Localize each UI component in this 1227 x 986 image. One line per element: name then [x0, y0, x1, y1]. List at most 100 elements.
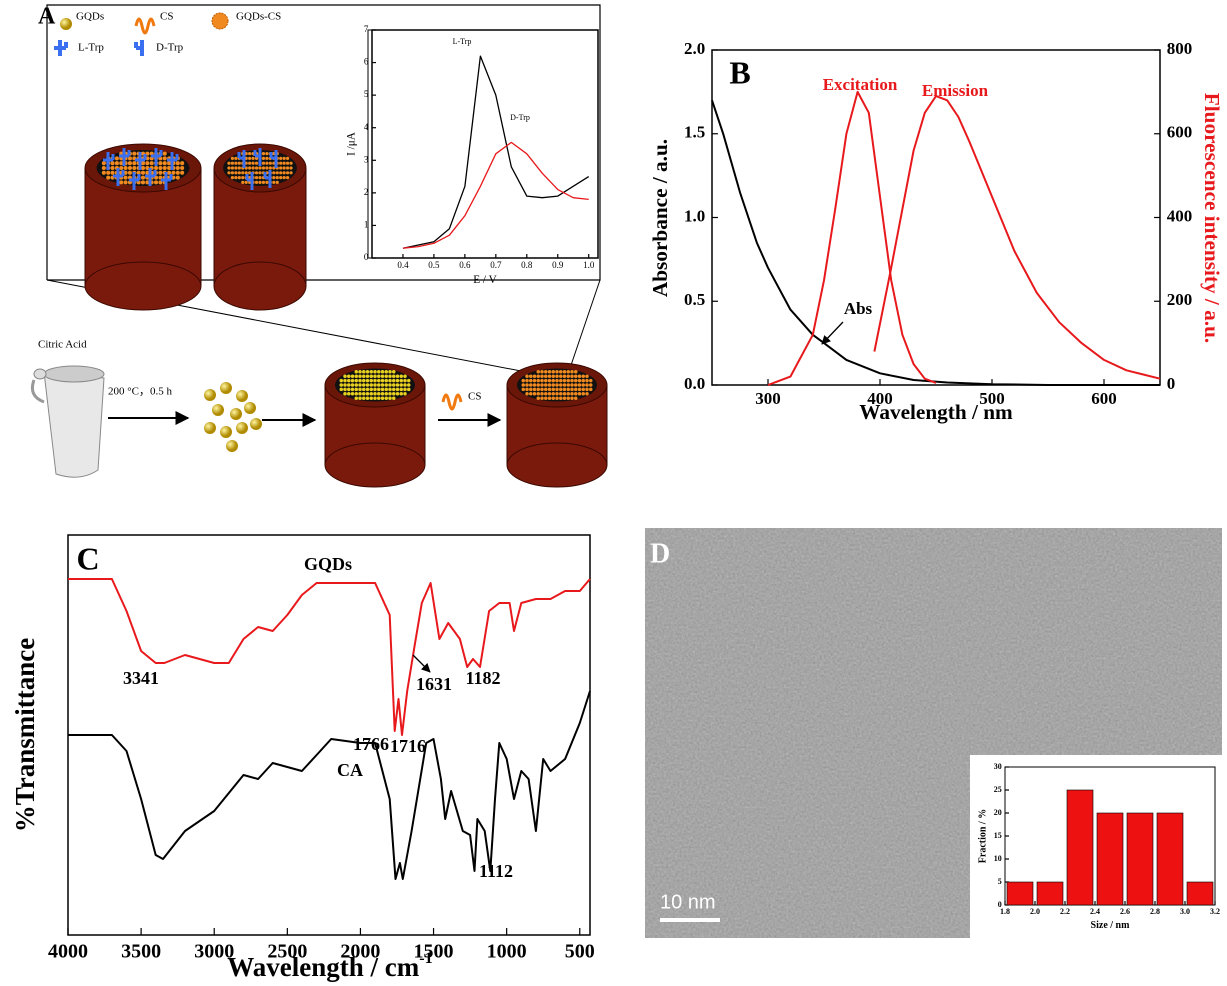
particle [388, 396, 392, 400]
particle [227, 171, 230, 174]
y2-tick-label: 400 [1167, 206, 1193, 225]
particle [234, 171, 237, 174]
particle [272, 181, 275, 184]
particle [574, 383, 578, 387]
particle [340, 379, 344, 383]
particle [347, 392, 351, 396]
particle [286, 162, 289, 165]
particle [537, 392, 541, 396]
particle [286, 171, 289, 174]
particle [231, 176, 234, 179]
y-axis-label: I /μA [346, 131, 358, 156]
histogram-bar [1067, 790, 1093, 905]
particle [582, 383, 586, 387]
particle [522, 388, 526, 392]
particle [355, 388, 359, 392]
particle [544, 370, 548, 374]
particle [567, 388, 571, 392]
electrode-base [85, 262, 201, 310]
x-axis-label-text: E / V [473, 274, 497, 286]
particle [548, 388, 552, 392]
gqd-dot [220, 426, 232, 438]
particle [231, 157, 234, 160]
annotation-arrow [822, 322, 843, 344]
icon [60, 18, 72, 30]
icon [443, 395, 461, 409]
x-tick-label: 300 [755, 389, 781, 408]
particle [241, 171, 244, 174]
particle [537, 370, 541, 374]
particle [559, 396, 563, 400]
x-tick-label: 0.6 [459, 260, 471, 270]
particle [563, 383, 567, 387]
particle [163, 152, 167, 156]
particle [366, 370, 370, 374]
particle [388, 392, 392, 396]
particle [115, 156, 119, 160]
particle [585, 374, 589, 378]
particle [400, 383, 404, 387]
y-tick-label: 25 [994, 785, 1002, 794]
particle [533, 392, 537, 396]
x-tick-label: 1.0 [583, 260, 595, 270]
particle [289, 171, 292, 174]
particle [234, 157, 237, 160]
particle [563, 392, 567, 396]
particle [358, 379, 362, 383]
particle [392, 379, 396, 383]
particle [567, 374, 571, 378]
histogram-bar [1127, 813, 1153, 905]
particle [529, 388, 533, 392]
particle [248, 152, 251, 155]
particle [258, 171, 261, 174]
y-axis-label: %Transmittance [10, 638, 40, 832]
particle [106, 176, 110, 180]
particle [537, 383, 541, 387]
gqd-dot [244, 402, 256, 414]
particle [373, 388, 377, 392]
particle [248, 157, 251, 160]
x-tick-label: 1000 [487, 941, 527, 963]
particle [283, 157, 286, 160]
particle [525, 374, 529, 378]
particle [176, 176, 180, 180]
particle [377, 374, 381, 378]
particle [533, 374, 537, 378]
particle [248, 166, 251, 169]
x-axis-label: Wavelength / cm-1 [227, 949, 432, 982]
y2-tick-label: 600 [1167, 123, 1193, 142]
y-tick-label: 6 [364, 57, 369, 67]
particle [392, 383, 396, 387]
particle [255, 181, 258, 184]
y-axis-label: Fraction / % [977, 809, 988, 863]
histogram-bar [1187, 882, 1213, 905]
y-tick-label: 1.0 [684, 206, 705, 225]
particle [248, 162, 251, 165]
annotation: 1716 [390, 736, 426, 756]
start-label: Citric Acid [38, 339, 87, 351]
y-tick-label: 30 [994, 762, 1002, 771]
particle [370, 383, 374, 387]
particle [578, 374, 582, 378]
particle [563, 374, 567, 378]
particle [381, 370, 385, 374]
particle [385, 370, 389, 374]
particle [150, 161, 154, 165]
particle [392, 392, 396, 396]
plot-frame [712, 50, 1160, 385]
particle [262, 152, 265, 155]
particle [124, 176, 128, 180]
particle [555, 374, 559, 378]
x-axis-label: Wavelength / nm [859, 400, 1013, 424]
particle [373, 379, 377, 383]
particle [358, 383, 362, 387]
particle [548, 383, 552, 387]
particle [377, 392, 381, 396]
particle [279, 162, 282, 165]
particle [396, 388, 400, 392]
particle [362, 370, 366, 374]
y-tick-label: 0.0 [684, 374, 705, 393]
particle [385, 379, 389, 383]
histogram-bar [1037, 882, 1063, 905]
particle [370, 370, 374, 374]
